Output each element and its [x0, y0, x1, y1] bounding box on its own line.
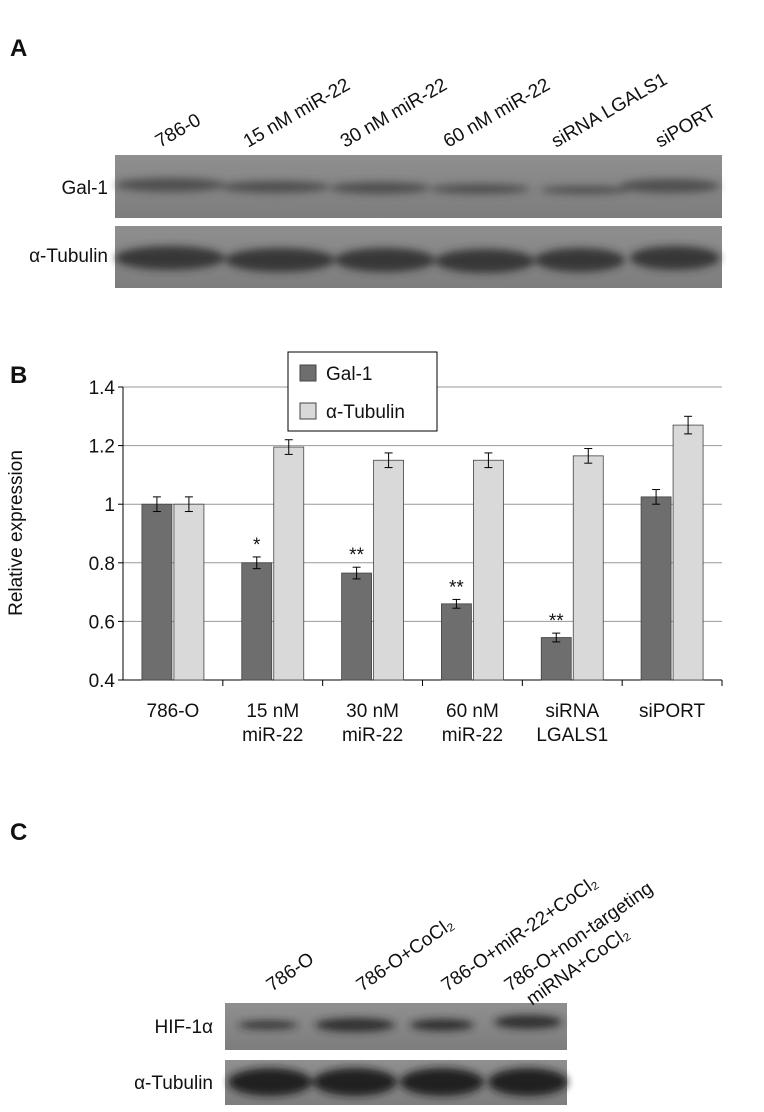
bar — [173, 503, 205, 681]
lane-label: siPORT — [652, 101, 720, 152]
bar — [640, 496, 672, 681]
significance-label: ** — [449, 577, 464, 598]
error-bar — [652, 489, 661, 505]
y-tick-label: 1.2 — [89, 437, 115, 458]
significance-label: ** — [549, 611, 564, 632]
bar — [441, 603, 472, 681]
y-tick-label: 1.4 — [89, 378, 116, 399]
y-tick-label: 0.8 — [89, 554, 115, 575]
significance-label: ** — [349, 545, 364, 566]
lane-label: 60 nM miR-22 — [440, 74, 554, 152]
row-label: α-Tubulin — [29, 246, 108, 267]
x-tick-label: miR-22 — [342, 725, 403, 746]
error-bar — [484, 452, 493, 469]
row-label: HIF-1α — [155, 1017, 214, 1038]
lane-label: 786-0 — [152, 110, 205, 152]
error-bar — [452, 598, 461, 609]
error-bar — [684, 415, 693, 435]
y-tick-label: 1 — [104, 495, 115, 516]
x-tick-label: LGALS1 — [536, 725, 608, 746]
error-bar — [352, 566, 361, 580]
error-bar — [552, 632, 561, 643]
x-tick-label: miR-22 — [442, 725, 503, 746]
legend: Gal-1 α-Tubulin — [287, 351, 438, 432]
y-tick-label: 0.6 — [89, 612, 115, 633]
x-tick-label: 15 nM — [246, 701, 299, 722]
bar — [273, 446, 305, 681]
row-label: α-Tubulin — [134, 1073, 213, 1094]
bar — [540, 637, 572, 681]
legend-label: Gal-1 — [326, 364, 372, 385]
x-tick-label: miR-22 — [242, 725, 303, 746]
x-tick-label: 30 nM — [346, 701, 399, 722]
bar — [141, 503, 173, 681]
lane-label: 786-O — [263, 949, 318, 996]
blot — [115, 155, 722, 288]
bar — [341, 572, 372, 681]
panel-label: C — [10, 819, 27, 846]
lane-label: 15 nM miR-22 — [240, 74, 354, 152]
legend-label: α-Tubulin — [326, 402, 405, 423]
legend-swatch — [299, 364, 317, 382]
panel-label: A — [10, 35, 27, 62]
error-bar — [152, 496, 161, 513]
row-label: Gal-1 — [62, 178, 108, 199]
significance-label: * — [253, 535, 261, 556]
error-bar — [252, 556, 261, 570]
y-axis-label: Relative expression — [6, 450, 27, 616]
blot — [225, 1003, 568, 1105]
bar — [672, 424, 704, 681]
x-tick-label: siPORT — [639, 701, 706, 722]
x-tick-label: siRNA — [545, 701, 599, 722]
error-bar — [584, 448, 593, 464]
error-bar — [284, 439, 293, 455]
error-bar — [384, 452, 393, 469]
error-bar — [184, 496, 193, 513]
x-tick-label: 60 nM — [446, 701, 499, 722]
panel-label: B — [10, 362, 27, 389]
y-tick-label: 0.4 — [89, 671, 116, 692]
legend-swatch — [299, 402, 317, 420]
bar — [241, 562, 273, 681]
lane-label: 30 nM miR-22 — [337, 74, 451, 152]
bar — [572, 455, 604, 681]
lane-label: siRNA LGALS1 — [548, 69, 671, 152]
x-tick-label: 786-O — [147, 701, 200, 722]
bar — [473, 459, 504, 681]
bar — [373, 459, 404, 681]
